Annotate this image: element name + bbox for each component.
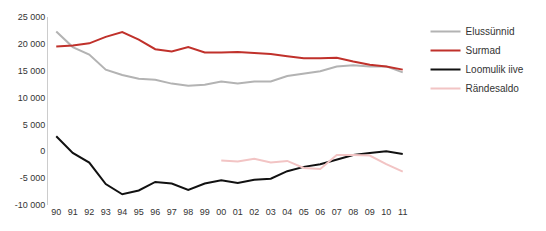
svg-text:09: 09 [365,207,375,217]
svg-text:Elussünnid: Elussünnid [466,26,515,37]
svg-text:92: 92 [84,207,94,217]
svg-text:96: 96 [150,207,160,217]
svg-text:04: 04 [282,207,292,217]
svg-text:-10 000: -10 000 [15,200,46,210]
svg-text:25 000: 25 000 [18,12,46,22]
svg-text:10: 10 [381,207,391,217]
svg-text:-5 000: -5 000 [20,173,46,183]
svg-text:00: 00 [216,207,226,217]
svg-text:94: 94 [117,207,127,217]
svg-text:Surmad: Surmad [466,45,501,56]
svg-text:01: 01 [233,207,243,217]
svg-text:0: 0 [40,146,45,156]
svg-text:91: 91 [68,207,78,217]
svg-text:Rändesaldo: Rändesaldo [466,83,520,94]
svg-text:05: 05 [299,207,309,217]
svg-text:Loomulik iive: Loomulik iive [466,64,524,75]
svg-text:08: 08 [348,207,358,217]
svg-text:93: 93 [101,207,111,217]
svg-text:06: 06 [315,207,325,217]
svg-text:11: 11 [398,207,407,217]
svg-text:5 000: 5 000 [23,120,46,130]
svg-text:07: 07 [332,207,342,217]
svg-text:20 000: 20 000 [18,39,46,49]
svg-text:99: 99 [200,207,210,217]
svg-text:03: 03 [266,207,276,217]
svg-text:15 000: 15 000 [18,66,46,76]
svg-text:95: 95 [134,207,144,217]
svg-text:10 000: 10 000 [18,93,46,103]
svg-text:02: 02 [249,207,259,217]
svg-text:97: 97 [167,207,177,217]
svg-text:98: 98 [183,207,193,217]
svg-text:90: 90 [51,207,61,217]
